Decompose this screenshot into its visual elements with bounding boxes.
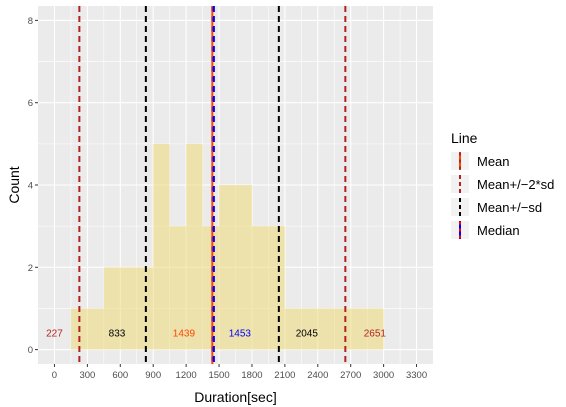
histogram-bar — [334, 308, 351, 350]
x-tick-label: 600 — [112, 370, 128, 381]
y-tick-label: 6 — [28, 98, 33, 109]
reference-line-label: 1439 — [173, 329, 196, 340]
x-tick-label: 2100 — [274, 370, 295, 381]
y-axis: 0 2 4 6 8 — [28, 16, 38, 356]
histogram-bar — [186, 143, 203, 350]
legend-label: Mean — [477, 154, 510, 169]
histogram-bar — [317, 308, 335, 350]
x-tick-label: 3000 — [373, 370, 394, 381]
x-tick-label: 2400 — [307, 370, 328, 381]
legend-label: Mean+/−sd — [477, 200, 542, 215]
histogram-bar — [103, 267, 121, 350]
reference-lines — [78, 6, 347, 364]
y-axis-title: Count — [6, 166, 22, 203]
x-axis-title: Duration[sec] — [194, 389, 276, 405]
x-tick-label: 900 — [145, 370, 161, 381]
x-tick-label: 300 — [79, 370, 95, 381]
x-tick-label: 0 — [52, 370, 57, 381]
histogram-bar — [219, 185, 236, 350]
histogram-bar — [268, 226, 285, 350]
legend-label: Mean+/−2*sd — [477, 177, 554, 192]
legend-title: Line — [451, 130, 478, 146]
histogram-bar — [367, 308, 384, 350]
histogram-bar — [169, 226, 187, 350]
legend-label: Median — [477, 223, 520, 238]
x-tick-label: 3300 — [406, 370, 427, 381]
x-tick-label: 1200 — [176, 370, 197, 381]
reference-line-labels: 227 833 1439 1453 2045 2651 — [46, 329, 386, 340]
y-tick-label: 2 — [28, 263, 33, 274]
histogram-bar — [350, 308, 368, 350]
y-tick-label: 8 — [28, 16, 33, 27]
y-tick-label: 4 — [28, 181, 33, 192]
reference-line-label: 833 — [109, 329, 126, 340]
legend: Line Mean Mean+/−2*sd Mean+/−sd Median — [451, 130, 554, 239]
histogram-bar — [235, 185, 252, 350]
reference-line-label: 2045 — [296, 329, 319, 340]
histogram-bar — [87, 308, 104, 350]
x-axis: 0 300 600 900 1200 1500 1800 2100 2400 2700 3000 33… — [52, 364, 427, 381]
x-tick-label: 2700 — [340, 370, 361, 381]
histogram-bar — [202, 226, 220, 350]
x-tick-label: 1500 — [208, 370, 229, 381]
reference-line-label: 227 — [46, 329, 63, 340]
histogram-bar — [120, 267, 137, 350]
histogram-bar — [284, 308, 302, 350]
histogram-bar — [153, 143, 170, 350]
y-tick-label: 0 — [28, 345, 33, 356]
reference-line-label: 1453 — [229, 329, 252, 340]
x-tick-label: 1800 — [241, 370, 262, 381]
reference-line-label: 2651 — [364, 329, 387, 340]
histogram-bar — [251, 226, 269, 350]
histogram-bar — [301, 308, 318, 350]
